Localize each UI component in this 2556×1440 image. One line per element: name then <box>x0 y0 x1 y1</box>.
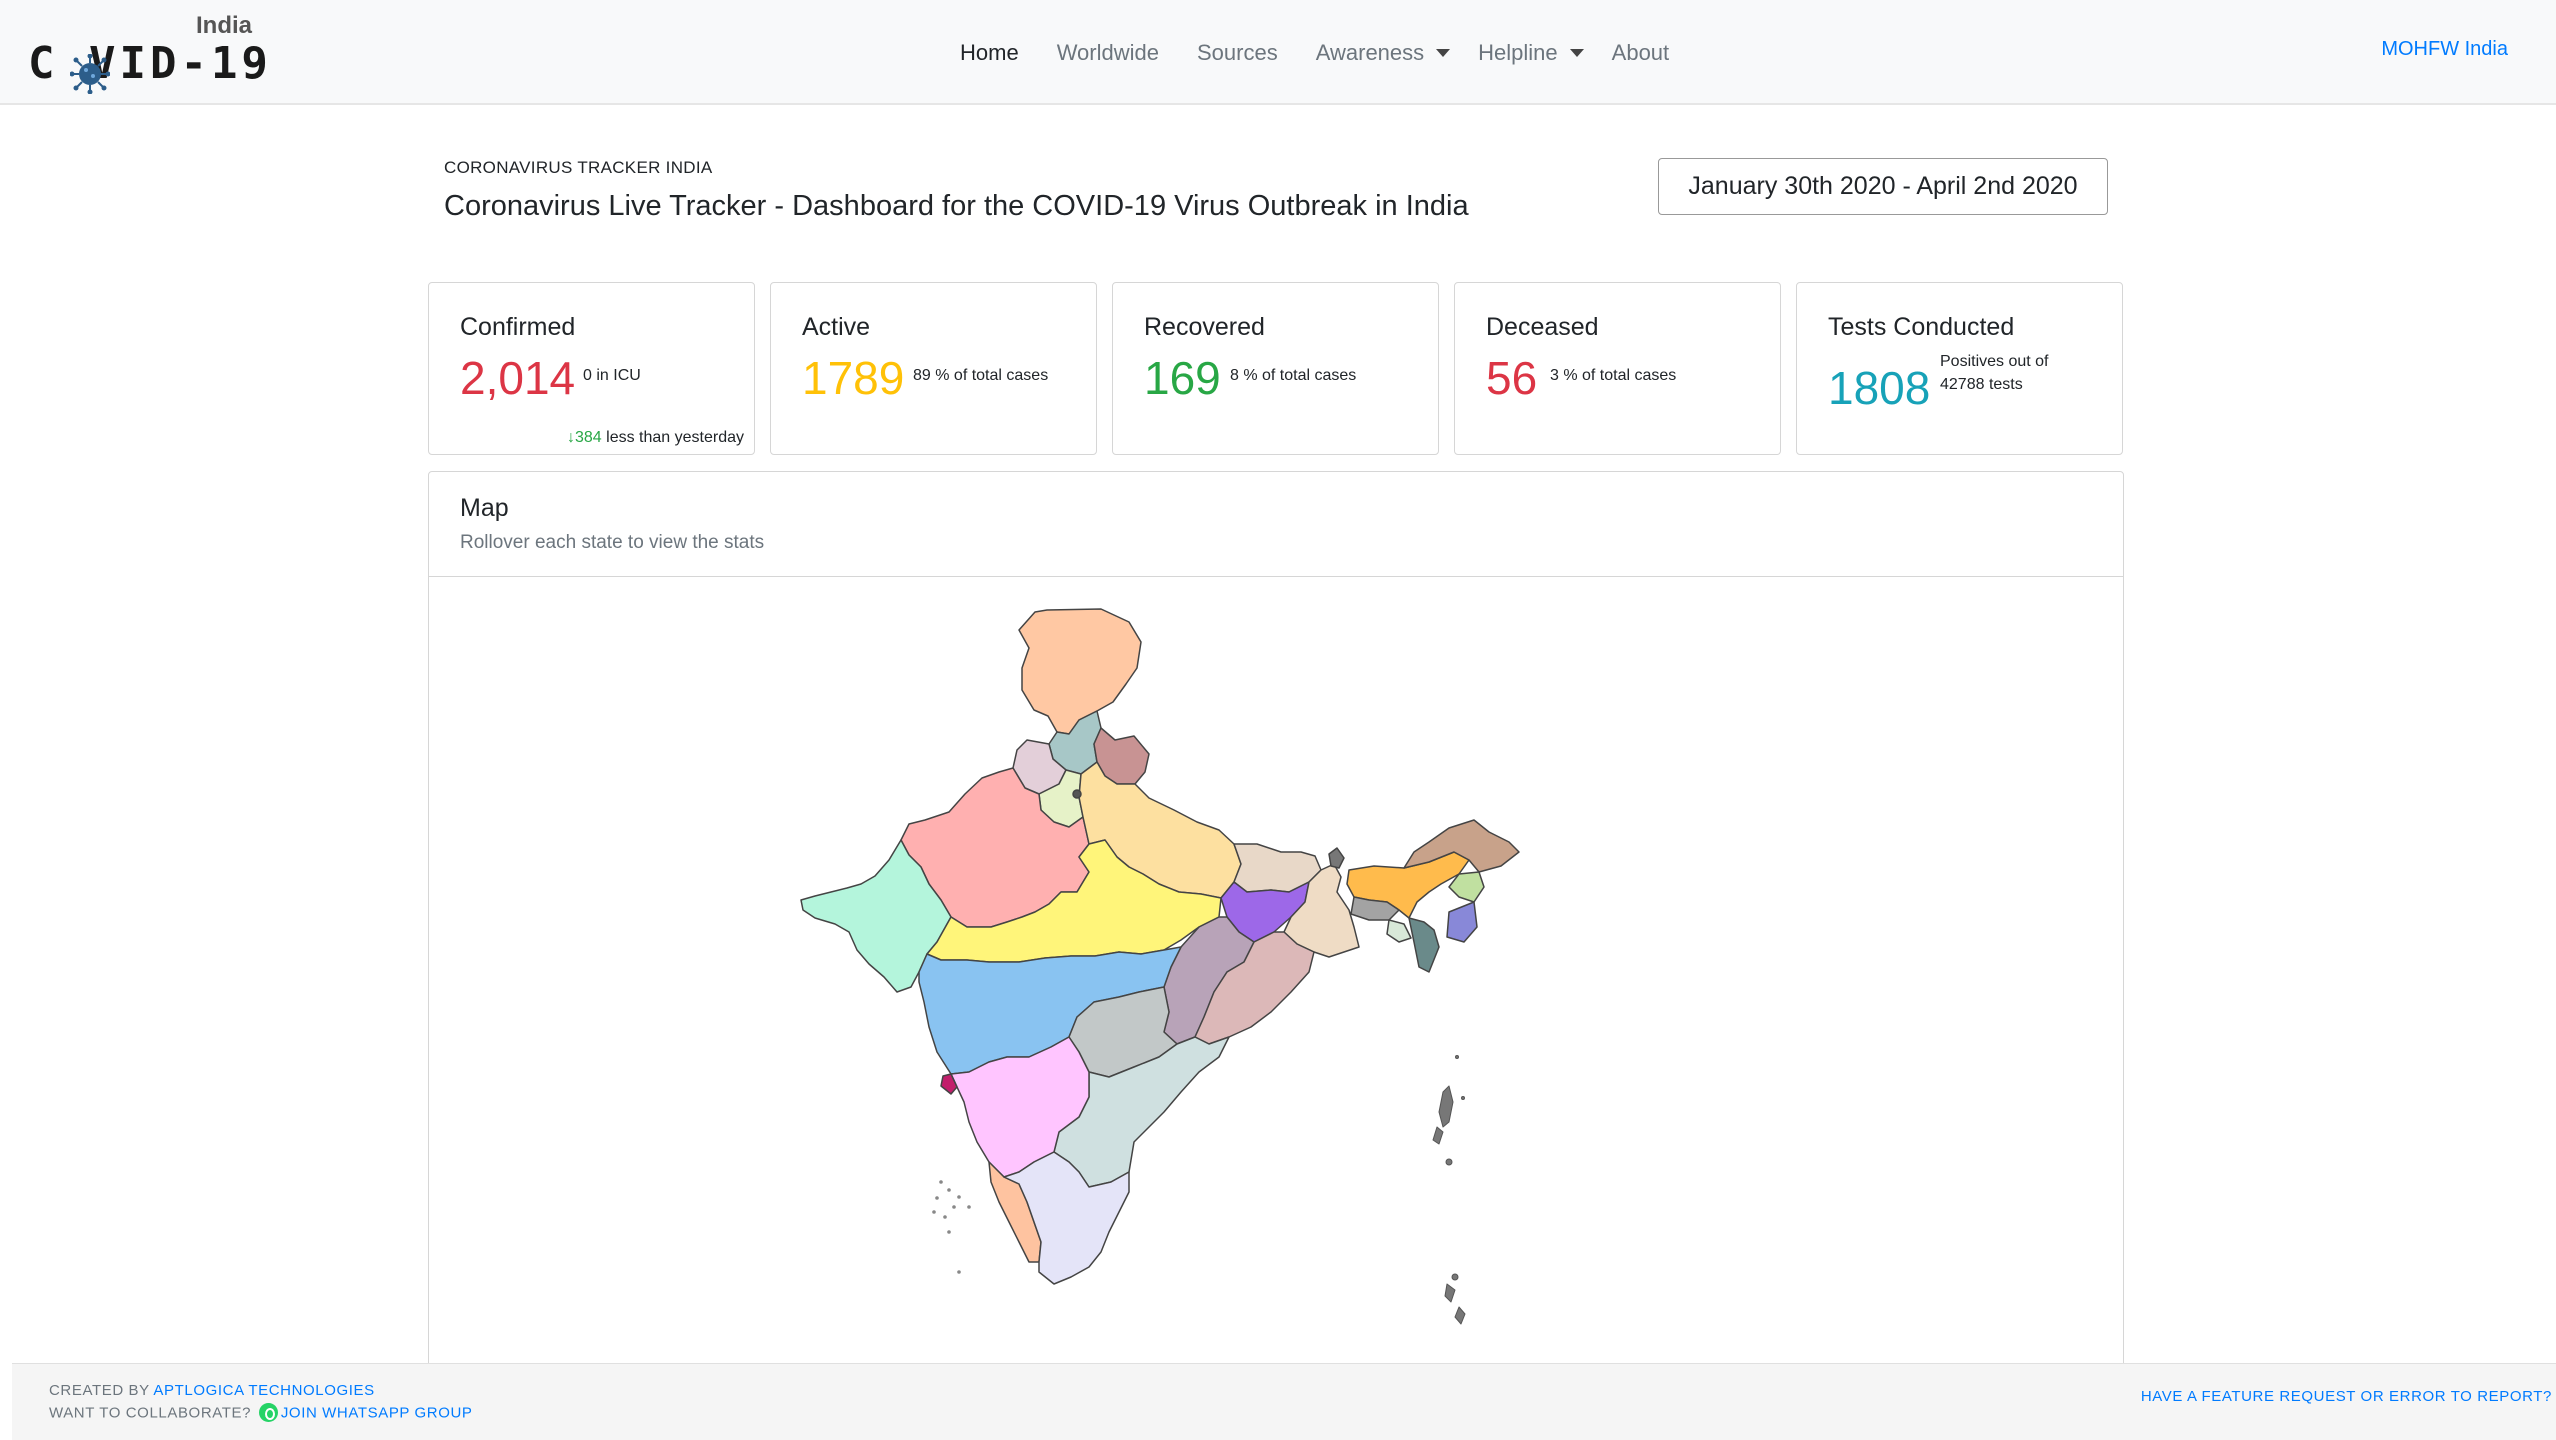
tests-count: 1808 <box>1828 362 1931 414</box>
state-sikkim[interactable] <box>1328 847 1345 869</box>
recovered-card: Recovered 169 8 % of total cases <box>1112 282 1439 455</box>
tests-note-line1: Positives out of <box>1940 353 2049 370</box>
deceased-card: Deceased 56 3 % of total cases <box>1454 282 1781 455</box>
state-mizoram[interactable] <box>1408 917 1440 973</box>
state-karnataka[interactable] <box>950 1036 1090 1178</box>
card-title: Active <box>802 313 871 341</box>
page-title: Coronavirus Live Tracker - Dashboard for… <box>444 190 1469 222</box>
state-odisha[interactable] <box>1194 931 1315 1045</box>
navbar: India C VID-19 Home Worldwide Sources Aw… <box>0 0 2556 105</box>
state-arunachal-pradesh[interactable] <box>1403 819 1520 873</box>
brand-covid-label: C VID-19 <box>28 38 272 89</box>
confirmed-count: 2,014 <box>460 352 576 404</box>
page-kicker: CORONAVIRUS TRACKER INDIA <box>444 158 713 177</box>
nav-awareness-label: Awareness <box>1315 39 1425 65</box>
state-goa[interactable] <box>940 1073 958 1095</box>
aptlogica-link[interactable]: APTLOGICA TECHNOLOGIES <box>153 1382 375 1399</box>
nav-worldwide[interactable]: Worldwide <box>1056 39 1159 65</box>
andaman-nicobar-islands[interactable] <box>1432 1055 1466 1325</box>
state-jammu-kashmir[interactable] <box>1018 608 1142 735</box>
virus-icon <box>70 54 110 94</box>
mohfw-link[interactable]: MOHFW India <box>2381 38 2508 60</box>
footer-credit: CREATED BY APTLOGICA TECHNOLOGIES <box>49 1382 375 1399</box>
state-meghalaya[interactable] <box>1350 896 1400 921</box>
active-card: Active 1789 89 % of total cases <box>770 282 1097 455</box>
active-count: 1789 <box>802 352 905 404</box>
state-delhi[interactable] <box>1072 789 1082 799</box>
card-title: Recovered <box>1144 313 1265 341</box>
caret-down-icon <box>1569 48 1584 57</box>
deceased-percent: 3 % of total cases <box>1550 367 1677 384</box>
brand-logo[interactable]: India C VID-19 <box>28 12 288 94</box>
state-gujarat[interactable] <box>800 839 952 993</box>
whatsapp-icon <box>258 1403 278 1422</box>
footer-collab: WANT TO COLLABORATE? JOIN WHATSAPP GROUP <box>49 1403 473 1423</box>
nav-about[interactable]: About <box>1611 39 1670 65</box>
nav-sources[interactable]: Sources <box>1197 39 1278 65</box>
card-title: Deceased <box>1486 313 1599 341</box>
state-manipur[interactable] <box>1446 901 1478 943</box>
state-west-bengal[interactable] <box>1283 863 1360 958</box>
footer: CREATED BY APTLOGICA TECHNOLOGIES WANT T… <box>12 1363 2556 1440</box>
map-header: Map Rollover each state to view the stat… <box>429 472 2123 577</box>
active-percent: 89 % of total cases <box>913 367 1049 384</box>
map-subtitle: Rollover each state to view the stats <box>460 532 765 553</box>
recovered-percent: 8 % of total cases <box>1230 367 1357 384</box>
card-title: Tests Conducted <box>1828 313 2015 341</box>
lakshadweep-islands[interactable] <box>932 1180 971 1274</box>
map-card: Map Rollover each state to view the stat… <box>428 471 2124 1440</box>
nav-helpline-label: Helpline <box>1478 39 1558 65</box>
card-title: Confirmed <box>460 313 576 341</box>
recovered-count: 169 <box>1144 352 1221 404</box>
map-title: Map <box>460 494 509 522</box>
brand-india-label: India <box>196 12 253 39</box>
report-issue-link[interactable]: HAVE A FEATURE REQUEST OR ERROR TO REPOR… <box>2140 1388 2552 1405</box>
india-map[interactable] <box>429 472 2125 1372</box>
footer-collab-prefix: WANT TO COLLABORATE? <box>49 1404 256 1422</box>
nav-awareness-dropdown[interactable]: Awareness <box>1315 39 1451 66</box>
nav-menu: Home Worldwide Sources Awareness Helplin… <box>960 0 1707 105</box>
arrow-down-icon: ↓ <box>567 429 575 446</box>
icu-note: 0 in ICU <box>583 367 641 384</box>
tests-note-line2: 42788 tests <box>1940 376 2023 393</box>
delta-value: 384 <box>575 429 602 446</box>
date-range-picker[interactable]: January 30th 2020 - April 2nd 2020 <box>1658 158 2108 215</box>
whatsapp-group-link[interactable]: JOIN WHATSAPP GROUP <box>280 1404 473 1422</box>
caret-down-icon <box>1436 48 1451 57</box>
delta-label: less than yesterday <box>601 429 744 446</box>
state-tripura[interactable] <box>1386 919 1412 943</box>
tests-card: Tests Conducted 1808 Positives out of 42… <box>1796 282 2123 455</box>
confirmed-card: Confirmed 2,014 0 in ICU ↓384 less than … <box>428 282 755 455</box>
nav-helpline-dropdown[interactable]: Helpline <box>1478 40 1584 66</box>
state-tamil-nadu[interactable] <box>1003 1151 1130 1285</box>
confirmed-delta: ↓384 less than yesterday <box>567 429 744 447</box>
footer-credit-prefix: CREATED BY <box>49 1382 154 1399</box>
deceased-count: 56 <box>1486 352 1538 404</box>
nav-home[interactable]: Home <box>960 39 1019 65</box>
